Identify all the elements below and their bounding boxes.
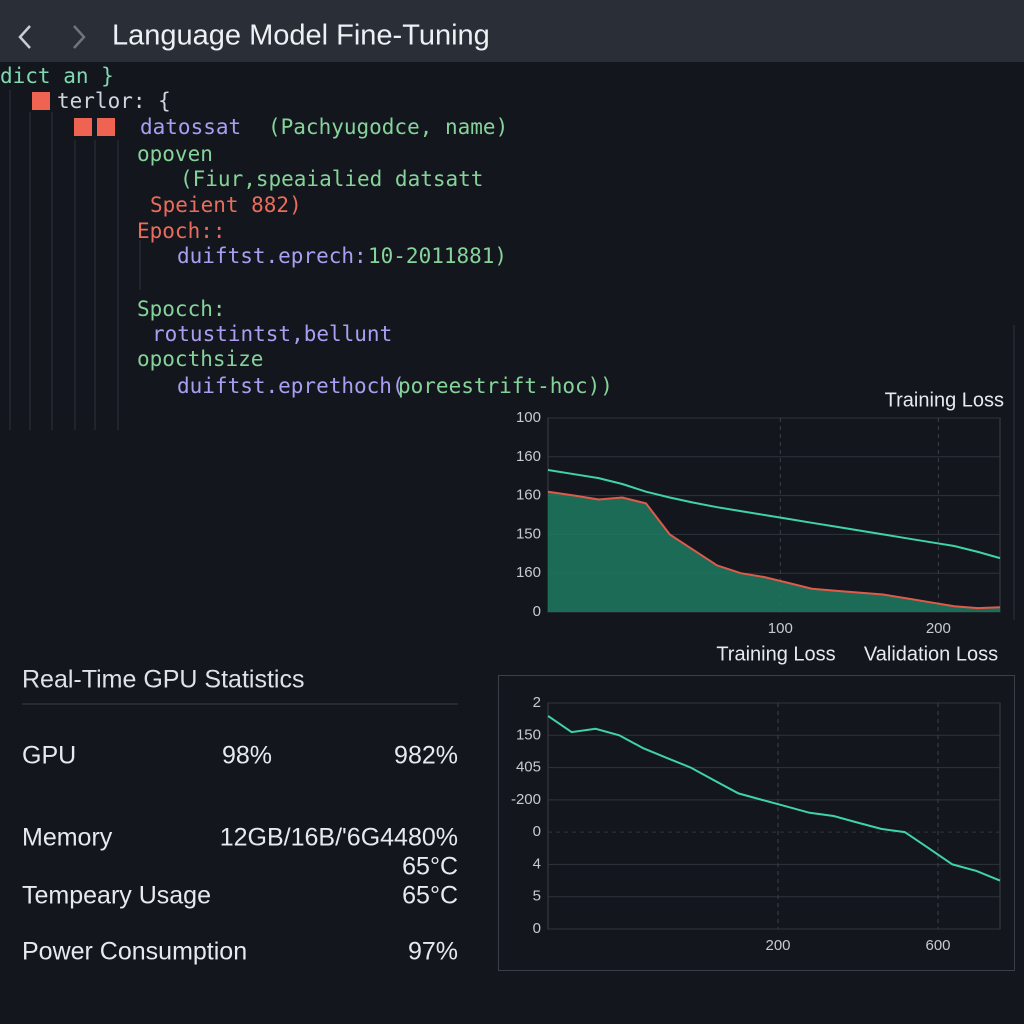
chart-title: Training Loss xyxy=(885,389,1004,411)
code-text: rotustintst,bellunt xyxy=(152,322,392,346)
y-tick-label: 160 xyxy=(516,448,541,465)
title-bar xyxy=(0,0,1024,62)
code-text: (Pachyugodce, name) xyxy=(268,115,508,139)
line xyxy=(547,715,1001,882)
stat-value: 982% xyxy=(394,742,458,770)
y-tick-label: 4 xyxy=(533,855,541,872)
y-tick-label: 5 xyxy=(533,888,541,905)
code-text: poreestrift-hoc)) xyxy=(398,374,613,398)
stat-value: 65°C xyxy=(402,882,458,910)
stats-title: Real-Time GPU Statistics xyxy=(22,666,304,694)
legend-entry: Validation Loss xyxy=(864,643,998,665)
line xyxy=(547,469,1001,560)
code-text: opoven xyxy=(137,142,213,166)
line xyxy=(547,490,1001,610)
area xyxy=(548,491,1000,612)
code-text: Epoch:: xyxy=(137,219,226,243)
x-tick-label: 100 xyxy=(768,620,793,637)
x-tick-label: 600 xyxy=(925,937,950,954)
code-text: opocthsize xyxy=(137,347,263,371)
code-text: Spocch: xyxy=(137,297,226,321)
stat-value: 12GB/16B/'6G4480% xyxy=(220,824,458,852)
y-tick-label: 0 xyxy=(533,920,541,937)
stat-label: Memory xyxy=(22,824,113,852)
code-text: 10-2011881) xyxy=(368,244,507,268)
y-tick-label: 0 xyxy=(533,603,541,620)
forward-button[interactable] xyxy=(73,25,86,49)
code-text: duiftst.eprethoch( xyxy=(177,374,405,398)
code-text: Speient 882) xyxy=(150,193,302,217)
code-text: duiftst.eprech: xyxy=(177,244,367,268)
y-tick-label: 0 xyxy=(533,823,541,840)
y-tick-label: 160 xyxy=(516,487,541,504)
stat-label: Power Consumption xyxy=(22,938,247,966)
stat-value: 65°C xyxy=(402,853,458,881)
y-tick-label: 405 xyxy=(516,759,541,776)
stat-value: 97% xyxy=(408,938,458,966)
code-text: dict an } xyxy=(0,64,114,88)
y-tick-label: 160 xyxy=(516,564,541,581)
stat-label: Tempeary Usage xyxy=(22,882,211,910)
code-text: (Fiur,speaialied datsatt xyxy=(180,167,483,191)
breakpoint xyxy=(74,118,92,136)
plot-frame xyxy=(547,702,1001,930)
x-tick-label: 200 xyxy=(926,620,951,637)
breakpoint xyxy=(32,92,50,110)
y-tick-label: 150 xyxy=(516,525,541,542)
y-tick-label: 2 xyxy=(533,694,541,711)
chart-frame xyxy=(498,675,1015,971)
indent-guides xyxy=(9,90,141,430)
y-tick-label: 100 xyxy=(516,409,541,426)
code-text: datossat xyxy=(140,115,241,139)
breakpoint xyxy=(97,118,115,136)
x-tick-label: 200 xyxy=(765,937,790,954)
page-title: Language Model Fine-Tuning xyxy=(112,20,490,52)
code-text: terlor: { xyxy=(57,89,171,113)
y-tick-label: -200 xyxy=(511,791,541,808)
stat-label: GPU xyxy=(22,742,76,770)
legend-entry: Training Loss xyxy=(716,643,835,665)
back-button[interactable] xyxy=(18,25,31,49)
y-tick-label: 150 xyxy=(516,726,541,743)
stat-value: 98% xyxy=(222,742,272,770)
